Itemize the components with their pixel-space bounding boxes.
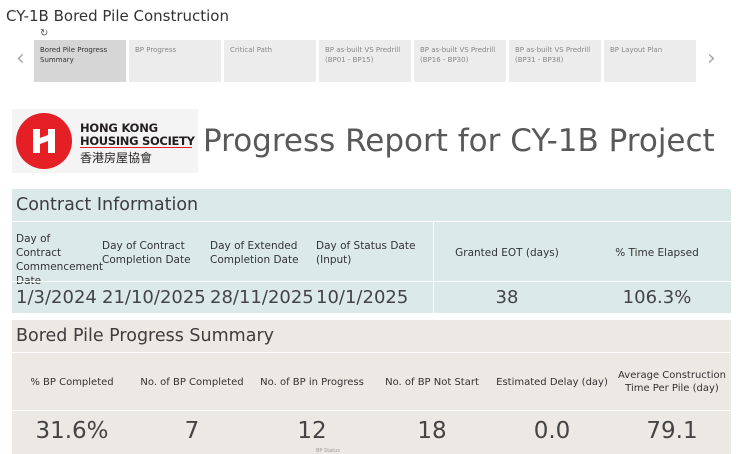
bp-completed-pct-value: 31.6% (12, 410, 132, 451)
avg-construction-time-value: 79.1 (612, 410, 732, 451)
contract-heading: Contract Information (12, 189, 731, 222)
logo-text-line1: HONG KONG (80, 121, 158, 135)
commencement-date-value: 1/3/2024 (16, 287, 97, 308)
avg-construction-time-label: Average Construction Time Per Pile (day) (618, 370, 726, 394)
extended-completion-value: 28/11/2025 (210, 287, 314, 308)
bp-in-progress-value: 12 (252, 410, 372, 451)
bp-completed-count-label: No. of BP Completed (140, 377, 244, 388)
granted-eot-label: Granted EOT (days) (455, 247, 559, 259)
logo-divider (80, 147, 192, 148)
granted-eot-value: 38 (495, 287, 519, 308)
status-date-value: 10/1/2025 (316, 287, 409, 308)
bp-summary-heading: Bored Pile Progress Summary (12, 320, 731, 353)
contract-value-row: 1/3/2024 21/10/2025 28/11/2025 10/1/2025… (12, 281, 731, 314)
workbook-title: CY-1B Bored Pile Construction (6, 7, 229, 25)
contract-completion-label: Day of Contract Completion Date (102, 240, 191, 266)
tab-bp-layout-plan[interactable]: BP Layout Plan (604, 40, 696, 82)
refresh-icon[interactable]: ↻ (40, 28, 49, 39)
contract-divider (433, 222, 434, 313)
housing-society-logo: HONG KONG HOUSING SOCIETY 香港房屋協會 (12, 109, 198, 173)
completion-date-value: 21/10/2025 (102, 287, 206, 308)
bp-not-start-label: No. of BP Not Start (385, 377, 479, 388)
contract-commencement-label: Day of Contract Commencement Date (16, 233, 104, 287)
tab-bp-asbuilt-bp16-bp30[interactable]: BP as-built VS Predrill (BP16 - BP30) (414, 40, 506, 82)
tab-bp-asbuilt-bp31-bp38[interactable]: BP as-built VS Predrill (BP31 - BP38) (509, 40, 601, 82)
contract-label-row: Day of Contract Commencement Date Day of… (12, 222, 731, 287)
bp-status-caption: BP Status (316, 448, 340, 454)
estimated-delay-value: 0.0 (492, 410, 612, 451)
tab-bp-asbuilt-bp01-bp15[interactable]: BP as-built VS Predrill (BP01 - BP15) (319, 40, 411, 82)
bp-summary-panel: Bored Pile Progress Summary % BP Complet… (12, 320, 732, 454)
contract-information-panel: Contract Information Day of Contract Com… (12, 189, 731, 313)
tab-bp-progress[interactable]: BP Progress (129, 40, 221, 82)
extended-completion-label: Day of Extended Completion Date (210, 240, 299, 266)
time-elapsed-value: 106.3% (622, 287, 692, 308)
dashboard-tab-strip: Bored Pile Progress Summary BP Progress … (34, 40, 699, 82)
tab-scroll-right-icon[interactable]: › (707, 46, 716, 71)
logo-text-chinese: 香港房屋協會 (80, 151, 153, 165)
tab-scroll-left-icon[interactable]: ‹ (16, 46, 25, 71)
logo-text-line2: HOUSING SOCIETY (80, 134, 195, 148)
estimated-delay-label: Estimated Delay (day) (496, 377, 608, 388)
bp-in-progress-label: No. of BP in Progress (260, 377, 364, 388)
bp-not-start-value: 18 (372, 410, 492, 451)
status-date-label: Day of Status Date (Input) (316, 240, 416, 266)
bp-completed-pct-label: % BP Completed (30, 377, 114, 388)
time-elapsed-label: % Time Elapsed (615, 247, 699, 259)
bp-completed-count-value: 7 (132, 410, 252, 451)
tab-bored-pile-progress-summary[interactable]: Bored Pile Progress Summary (34, 40, 126, 82)
report-title: Progress Report for CY-1B Project (203, 123, 715, 159)
logo-emblem-icon (16, 113, 72, 169)
tab-critical-path[interactable]: Critical Path (224, 40, 316, 82)
